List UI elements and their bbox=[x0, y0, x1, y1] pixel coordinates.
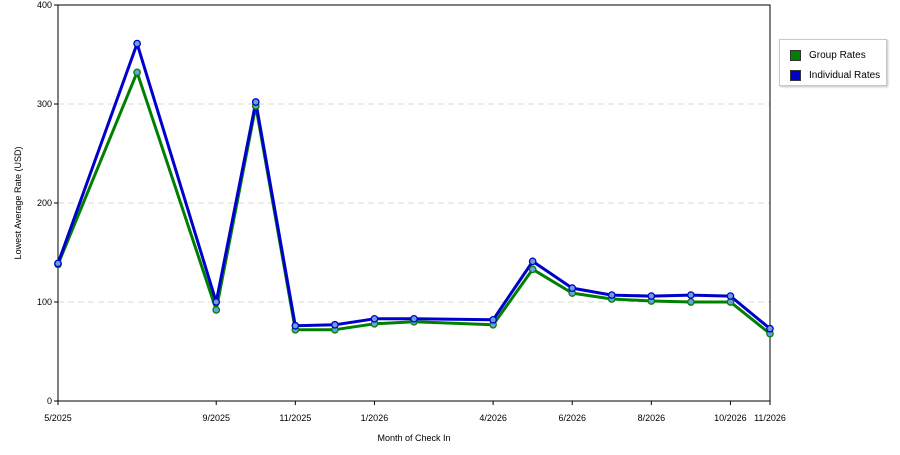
data-point-series-1 bbox=[489, 315, 497, 324]
series-lines bbox=[54, 39, 774, 338]
x-tick-label: 6/2026 bbox=[558, 413, 586, 423]
data-point-series-1 bbox=[133, 39, 141, 48]
data-point-series-0 bbox=[528, 265, 537, 274]
x-tick-label: 8/2026 bbox=[638, 413, 666, 423]
x-tick-label: 5/2025 bbox=[44, 413, 72, 423]
data-point-series-1 bbox=[528, 257, 537, 266]
data-point-series-1 bbox=[607, 291, 616, 299]
y-tick-label: 0 bbox=[47, 396, 52, 406]
data-point-series-1 bbox=[647, 292, 656, 300]
y-axis-ticks: 0 100 200 300 400 bbox=[37, 0, 58, 406]
x-axis-label: Month of Check In bbox=[377, 433, 450, 443]
data-point-series-1 bbox=[726, 292, 735, 300]
data-point-series-1 bbox=[370, 314, 379, 323]
data-point-series-1 bbox=[568, 284, 577, 292]
legend: Group Rates Individual Rates bbox=[779, 39, 887, 86]
legend-item-group-rates: Group Rates bbox=[790, 48, 866, 62]
x-axis-ticks: 5/2025 9/2025 11/2025 1/2026 4/2026 6/2026 8/2… bbox=[44, 401, 786, 423]
series-line-1 bbox=[56, 42, 771, 330]
data-point-series-0 bbox=[212, 306, 221, 314]
y-tick-label: 100 bbox=[37, 297, 52, 307]
y-tick-label: 400 bbox=[37, 0, 52, 10]
legend-swatch-blue bbox=[790, 69, 801, 81]
y-tick-label: 300 bbox=[37, 99, 52, 109]
x-tick-label: 10/2026 bbox=[714, 413, 747, 423]
data-point-series-1 bbox=[766, 324, 774, 333]
x-tick-label: 11/2026 bbox=[754, 413, 786, 423]
data-point-series-1 bbox=[291, 321, 300, 330]
legend-label-individual-rates: Individual Rates bbox=[809, 69, 881, 81]
y-axis-label: Lowest Average Rate (USD) bbox=[13, 147, 23, 260]
data-point-series-0 bbox=[687, 298, 695, 306]
x-tick-label: 9/2025 bbox=[202, 413, 230, 423]
data-point-series-1 bbox=[251, 98, 260, 106]
data-point-series-1 bbox=[410, 314, 418, 323]
legend-label-group-rates: Group Rates bbox=[809, 49, 866, 61]
data-point-series-1 bbox=[212, 298, 221, 306]
data-point-series-0 bbox=[133, 68, 141, 77]
data-point-series-1 bbox=[687, 291, 695, 299]
x-tick-label: 11/2025 bbox=[279, 413, 311, 423]
data-point-series-1 bbox=[54, 259, 62, 268]
x-tick-label: 1/2026 bbox=[361, 413, 389, 423]
legend-item-individual-rates: Individual Rates bbox=[790, 68, 880, 82]
data-point-series-1 bbox=[331, 320, 339, 329]
y-tick-label: 200 bbox=[37, 198, 52, 208]
x-tick-label: 4/2026 bbox=[479, 413, 507, 423]
legend-swatch-green bbox=[790, 49, 801, 61]
